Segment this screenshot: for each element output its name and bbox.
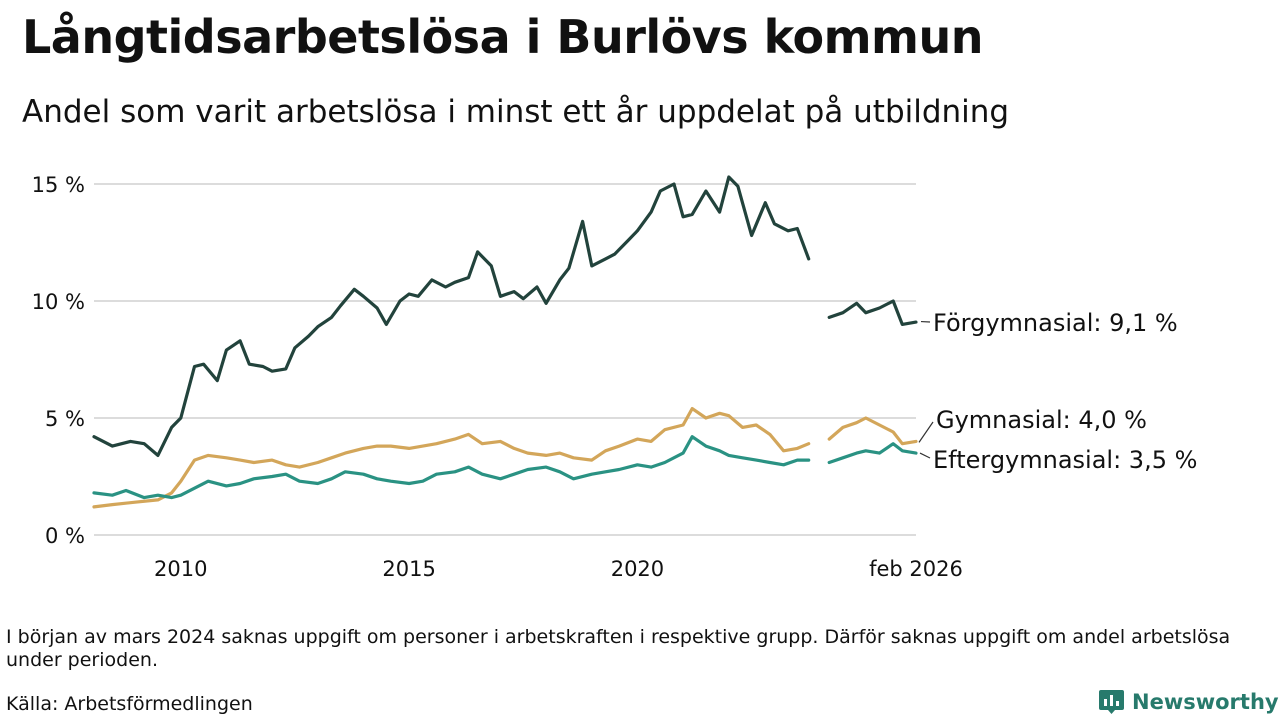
x-tick-label: feb 2026 [869, 557, 963, 581]
source-text: Källa: Arbetsförmedlingen [6, 693, 253, 715]
series-lines [92, 175, 918, 509]
x-axis: 2010 2015 2020 feb 2026 [154, 557, 963, 581]
series-labels: Förgymnasial: 9,1 % Gymnasial: 4,0 % Efter… [918, 309, 1197, 474]
y-tick-label: 0 % [45, 524, 85, 548]
newsworthy-logo[interactable]: Newsworthy [1098, 688, 1279, 715]
bar-chart-icon [1099, 690, 1124, 714]
x-tick-label: 2015 [382, 557, 435, 581]
series-label-eftergymnasial: Eftergymnasial: 3,5 % [933, 446, 1197, 474]
chart-subtitle: Andel som varit arbetslösa i minst ett å… [22, 94, 1010, 130]
series-line-eftergymnasial [92, 435, 918, 500]
y-tick-label: 10 % [32, 290, 85, 314]
leader-line-gymnasial [918, 421, 934, 443]
y-tick-label: 15 % [32, 173, 85, 197]
series-line-förgymnasial [92, 175, 918, 457]
brand-name: Newsworthy [1132, 689, 1279, 714]
y-axis: 0 % 5 % 10 % 15 % [32, 173, 85, 548]
line-chart: 0 % 5 % 10 % 15 % 2010 2015 2020 feb 2026 Förg… [32, 173, 1198, 581]
y-tick-label: 5 % [45, 407, 85, 431]
x-tick-label: 2010 [154, 557, 207, 581]
leader-line-eftergymnasial [919, 452, 931, 459]
series-label-gymnasial: Gymnasial: 4,0 % [936, 406, 1147, 434]
chart-title: Långtidsarbetslösa i Burlövs kommun [22, 10, 983, 64]
x-tick-label: 2020 [611, 557, 664, 581]
gridlines [94, 183, 916, 536]
series-line-gymnasial [92, 407, 918, 509]
footnote: I början av mars 2024 saknas uppgift om … [6, 626, 1231, 671]
series-label-förgymnasial: Förgymnasial: 9,1 % [933, 309, 1178, 337]
